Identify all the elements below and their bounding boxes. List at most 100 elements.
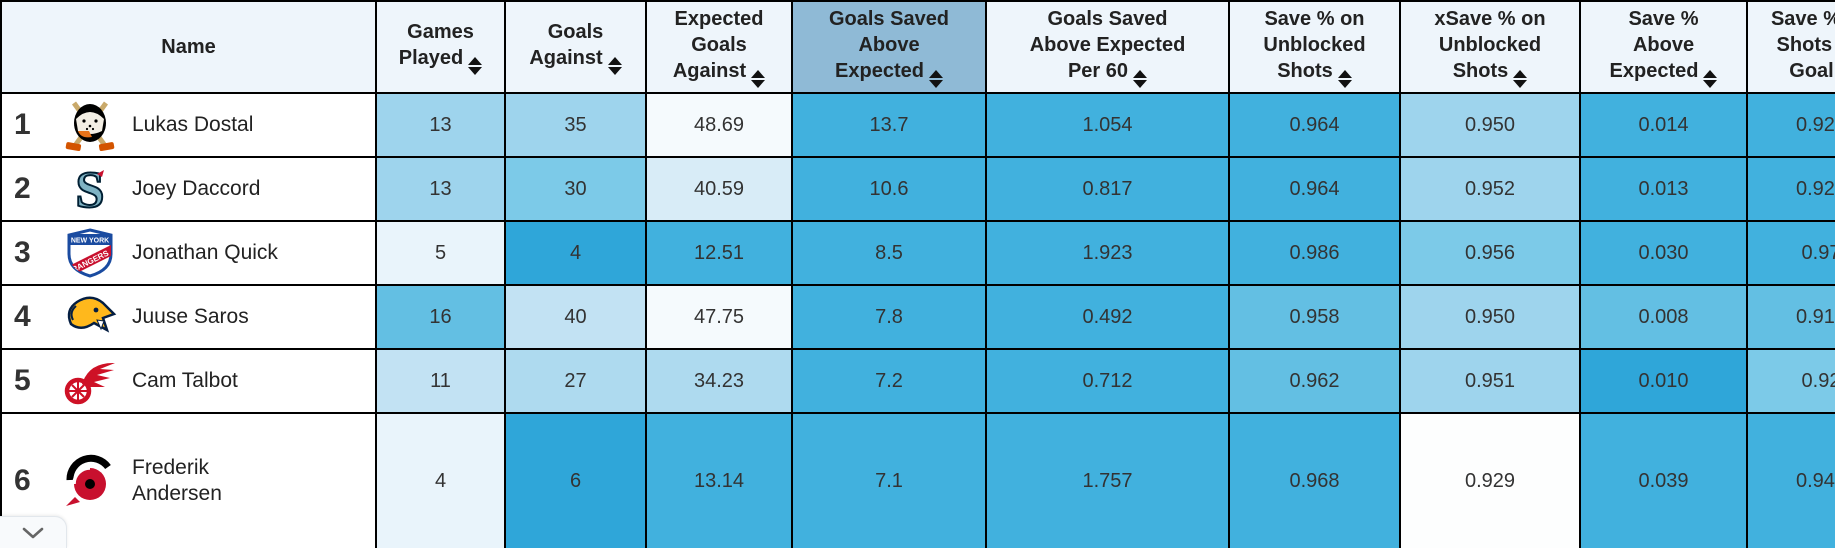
player-name[interactable]: Juuse Saros	[132, 304, 249, 328]
nashville-predators-logo	[62, 289, 118, 345]
stat-cell-save-pct-unblocked-shots: 0.986	[1228, 220, 1401, 286]
column-header-label: Shots	[1452, 60, 1509, 82]
expand-rows-button[interactable]	[0, 516, 67, 548]
rank-number: 3	[14, 236, 31, 269]
table-header: Name Games Played Goals Against Expected Goals…	[0, 0, 1835, 94]
sort-arrows-icon	[1703, 70, 1718, 88]
column-header-expected-goals-against[interactable]: Expected Goals Against	[645, 0, 793, 94]
stat-cell-save-pct-shots-on-goal: 0.92	[1746, 348, 1835, 414]
column-header-label: Expected	[1609, 60, 1699, 82]
column-header-save-pct-shots-on-goal[interactable]: Save % on Shots On Goal	[1746, 0, 1835, 94]
column-header-goals-saved-above-expected[interactable]: Goals Saved Above Expected	[791, 0, 987, 94]
sort-arrows-icon	[928, 70, 943, 88]
column-header-label: Save % on	[1770, 8, 1835, 30]
rank-number: 1	[14, 108, 31, 141]
table-row: 4 Juuse Saros 16 40 47.75 7.8 0.492 0.958 0.950…	[0, 284, 1835, 350]
column-header-label: Against	[672, 60, 747, 82]
player-name[interactable]: Lukas Dostal	[132, 112, 254, 136]
column-header-save-pct-above-expected[interactable]: Save % Above Expected	[1579, 0, 1748, 94]
player-name[interactable]: Frederik Andersen	[132, 455, 222, 505]
seattle-kraken-logo: S	[62, 161, 118, 217]
stat-cell-save-pct-above-expected: 0.010	[1579, 348, 1748, 414]
player-cell: 5 Cam Talbot	[0, 348, 377, 414]
chevron-down-icon	[22, 527, 44, 538]
stat-cell-xsave-pct-unblocked-shots: 0.952	[1399, 156, 1581, 222]
player-cell: 2 S Joey Daccord	[0, 156, 377, 222]
stat-cell-save-pct-unblocked-shots: 0.958	[1228, 284, 1401, 350]
player-name[interactable]: Joey Daccord	[132, 176, 261, 200]
player-cell: 1 Lukas Dostal	[0, 92, 377, 158]
column-header-label: Games	[407, 21, 474, 43]
column-header-label: Against	[529, 47, 603, 69]
stat-cell-goals-saved-above-expected: 7.2	[791, 348, 987, 414]
stat-cell-goals-against: 35	[504, 92, 647, 158]
column-header-label: Shots	[1277, 60, 1333, 82]
stat-cell-save-pct-above-expected: 0.013	[1579, 156, 1748, 222]
column-header-games-played[interactable]: Games Played	[375, 0, 506, 94]
column-header-label: Above Expected	[1029, 34, 1186, 56]
stat-cell-games-played: 13	[375, 92, 506, 158]
player-cell: 3 NEW YORK RANGERS Jonathan Quick	[0, 220, 377, 286]
stat-cell-save-pct-above-expected: 0.008	[1579, 284, 1748, 350]
table-row: 2 S Joey Daccord 13 30 40.59 10.6 0.817 0.964 0…	[0, 156, 1835, 222]
stat-cell-save-pct-shots-on-goal: 0.916	[1746, 284, 1835, 350]
column-header-label: Save % on	[1264, 8, 1365, 30]
stat-cell-goals-saved-above-expected: 8.5	[791, 220, 987, 286]
column-header-goals-saved-above-expected-per-60[interactable]: Goals Saved Above Expected Per 60	[985, 0, 1230, 94]
column-header-label: Shots On	[1776, 34, 1835, 56]
stat-cell-save-pct-shots-on-goal: 0.924	[1746, 92, 1835, 158]
stat-cell-expected-goals-against: 47.75	[645, 284, 793, 350]
stat-cell-save-pct-shots-on-goal: 0.941	[1746, 412, 1835, 548]
sort-arrows-icon	[751, 70, 766, 88]
player-name[interactable]: Jonathan Quick	[132, 240, 278, 264]
column-header-name: Name	[0, 0, 377, 94]
rank-number: 6	[14, 464, 31, 497]
column-header-xsave-pct-unblocked-shots[interactable]: xSave % on Unblocked Shots	[1399, 0, 1581, 94]
stat-cell-save-pct-unblocked-shots: 0.964	[1228, 156, 1401, 222]
table-row: 6 Frederik Andersen 4 6 13.14 7.1 1.757 0.968 0…	[0, 412, 1835, 548]
player-name[interactable]: Cam Talbot	[132, 368, 238, 392]
column-header-label: xSave % on	[1434, 8, 1546, 30]
sort-arrows-icon	[1133, 70, 1148, 88]
stat-cell-goals-saved-above-expected: 7.8	[791, 284, 987, 350]
stat-cell-goals-saved-above-expected: 7.1	[791, 412, 987, 548]
rank-number: 4	[14, 300, 31, 333]
rank-number: 2	[14, 172, 31, 205]
column-header-label: Goals Saved	[1047, 8, 1168, 30]
column-header-label: Goals	[547, 21, 604, 43]
stat-cell-expected-goals-against: 12.51	[645, 220, 793, 286]
stat-cell-save-pct-above-expected: 0.039	[1579, 412, 1748, 548]
column-header-label: Unblocked	[1263, 34, 1366, 56]
column-header-label: Goals	[691, 34, 747, 56]
svg-text:NEW YORK: NEW YORK	[71, 238, 109, 245]
stat-cell-goals-saved-above-expected: 13.7	[791, 92, 987, 158]
table-row: 3 NEW YORK RANGERS Jonathan Quick 5 4 12.51…	[0, 220, 1835, 286]
stat-cell-goals-saved-above-expected-per-60: 0.492	[985, 284, 1230, 350]
stat-cell-games-played: 13	[375, 156, 506, 222]
stat-cell-goals-saved-above-expected-per-60: 1.054	[985, 92, 1230, 158]
stat-cell-xsave-pct-unblocked-shots: 0.929	[1399, 412, 1581, 548]
player-cell: 4 Juuse Saros	[0, 284, 377, 350]
stat-cell-goals-saved-above-expected-per-60: 1.923	[985, 220, 1230, 286]
stat-cell-goals-saved-above-expected-per-60: 0.817	[985, 156, 1230, 222]
stat-cell-games-played: 16	[375, 284, 506, 350]
stat-cell-goals-saved-above-expected: 10.6	[791, 156, 987, 222]
stat-cell-games-played: 5	[375, 220, 506, 286]
stat-cell-goals-saved-above-expected-per-60: 0.712	[985, 348, 1230, 414]
stat-cell-xsave-pct-unblocked-shots: 0.950	[1399, 284, 1581, 350]
column-header-goals-against[interactable]: Goals Against	[504, 0, 647, 94]
column-header-label: Played	[398, 47, 464, 69]
column-header-label: Above	[858, 34, 920, 56]
stat-cell-xsave-pct-unblocked-shots: 0.951	[1399, 348, 1581, 414]
stat-cell-games-played: 11	[375, 348, 506, 414]
table-body: 1 Lukas Dostal 13 35 48.69 13.7 1.054 0.964 0.9…	[0, 92, 1835, 548]
column-header-label: Above	[1632, 34, 1695, 56]
column-header-save-pct-unblocked-shots[interactable]: Save % on Unblocked Shots	[1228, 0, 1401, 94]
anaheim-ducks-logo	[62, 97, 118, 153]
column-header-label: Save %	[1628, 8, 1699, 30]
stat-cell-expected-goals-against: 13.14	[645, 412, 793, 548]
stat-cell-save-pct-unblocked-shots: 0.962	[1228, 348, 1401, 414]
table-row: 5 Cam Talbot 11 27 34.23 7.2 0.712 0.962 0.951 0…	[0, 348, 1835, 414]
stat-cell-goals-against: 4	[504, 220, 647, 286]
